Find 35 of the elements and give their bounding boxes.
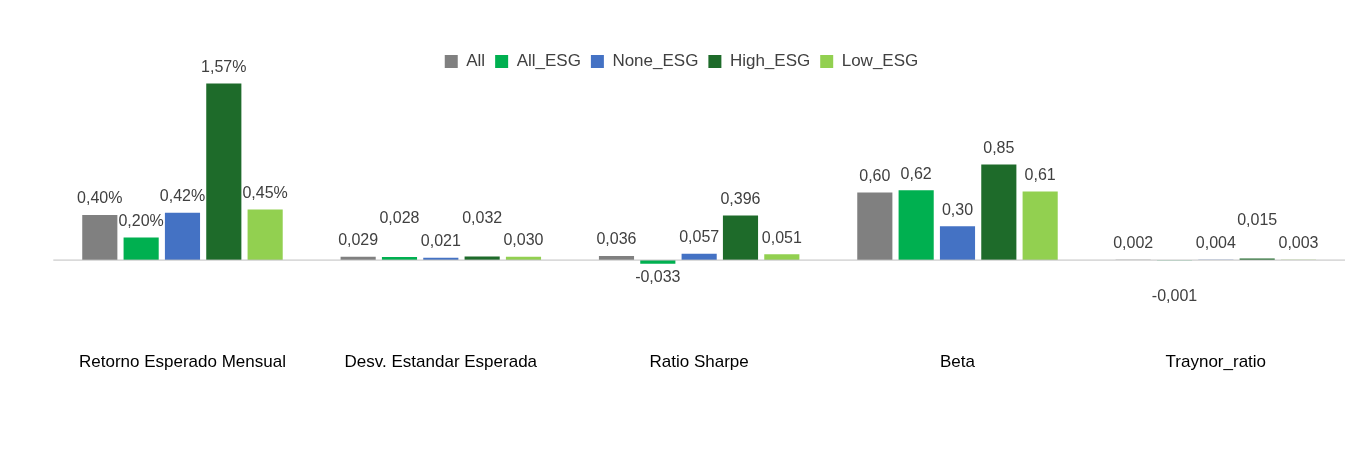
data-label: 0,45%: [242, 183, 288, 201]
data-label: 0,030: [503, 231, 544, 249]
data-label: 0,003: [1278, 234, 1319, 252]
data-label: 0,20%: [118, 211, 164, 229]
data-label: 0,032: [462, 208, 503, 226]
x-tick-label: Beta: [940, 352, 976, 372]
legend-label: None_ESG: [612, 51, 699, 71]
data-label: 0,021: [420, 232, 461, 250]
x-tick-label: Ratio Sharpe: [649, 352, 749, 372]
data-label: -0,001: [1151, 286, 1198, 304]
data-label: 0,40%: [77, 189, 123, 207]
data-label: 0,051: [761, 228, 802, 246]
data-label: 0,028: [379, 209, 420, 227]
data-label: 0,85: [983, 138, 1015, 156]
data-label: 0,036: [596, 230, 637, 248]
legend-label: High_ESG: [729, 51, 811, 71]
data-label: 0,42%: [159, 187, 206, 205]
data-label: 0,61: [1024, 165, 1056, 183]
data-label: 0,62: [900, 164, 932, 182]
x-tick-label: Desv. Estandar Esperada: [344, 352, 538, 372]
x-tick-label: Retorno Esperado Mensual: [78, 352, 286, 372]
data-label: 0,30: [941, 200, 974, 218]
data-label: 0,002: [1113, 234, 1154, 252]
data-label: 0,057: [679, 228, 720, 246]
data-label: -0,033: [635, 268, 681, 286]
data-label: 1,57%: [201, 57, 247, 75]
data-label: 0,029: [338, 231, 379, 249]
legend-label: Low_ESG: [841, 51, 919, 71]
data-label: 0,60: [859, 166, 891, 184]
data-label: 0,004: [1195, 234, 1236, 252]
legend-label: All_ESG: [516, 51, 581, 71]
legend-label: All: [466, 51, 486, 71]
data-label: 0,015: [1237, 210, 1278, 228]
data-label: 0,396: [720, 189, 761, 207]
x-tick-label: Traynor_ratio: [1165, 352, 1267, 372]
